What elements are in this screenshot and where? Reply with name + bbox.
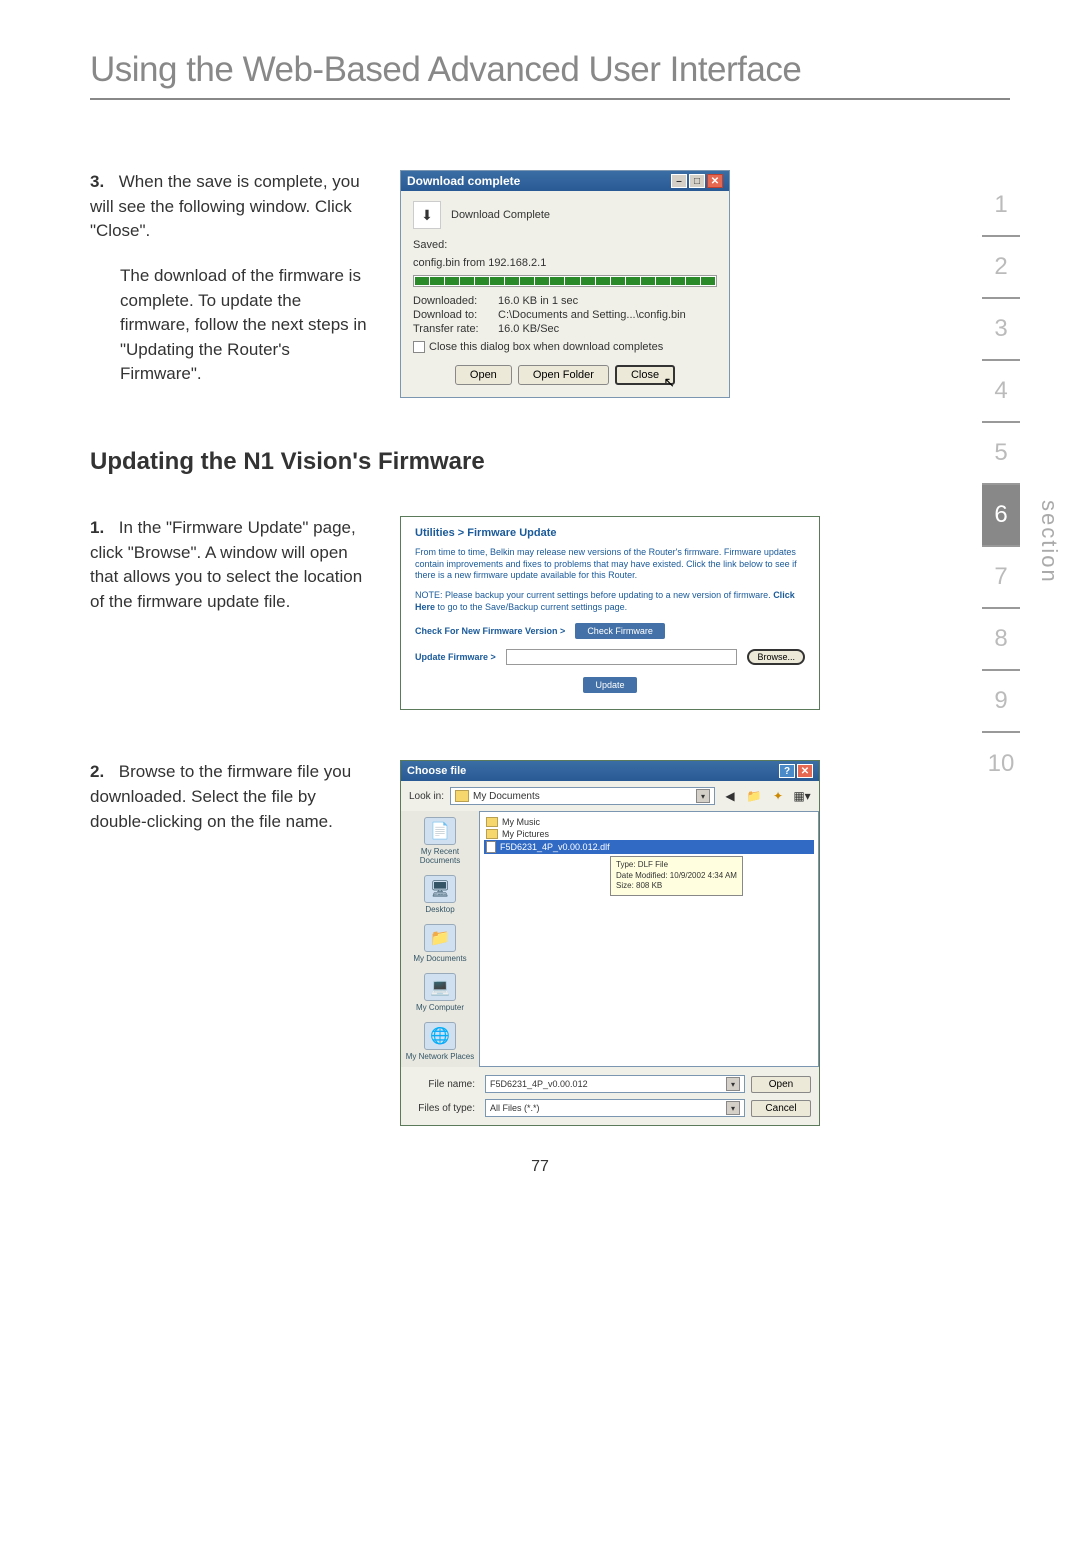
nav-2[interactable]: 2	[982, 237, 1020, 299]
step-2-text: Browse to the firmware file you download…	[90, 762, 351, 830]
step-3-row: 3. When the save is complete, you will s…	[90, 170, 1010, 398]
update-firmware-label: Update Firmware >	[415, 652, 496, 662]
step-3-text-1: When the save is complete, you will see …	[90, 172, 360, 240]
downloadto-label: Download to:	[413, 309, 498, 321]
filetype-select[interactable]: All Files (*.*)▾	[485, 1099, 745, 1117]
sidebar-recent[interactable]: 📄My Recent Documents	[405, 817, 475, 865]
step-1-number: 1.	[90, 516, 114, 541]
lookin-value: My Documents	[473, 791, 540, 802]
view-icon[interactable]: ▦▾	[793, 787, 811, 805]
downloadto-value: C:\Documents and Setting...\config.bin	[498, 309, 686, 321]
close-button[interactable]: ✕	[797, 764, 813, 778]
step-3-text-2: The download of the firmware is complete…	[120, 264, 370, 387]
nav-8[interactable]: 8	[982, 609, 1020, 671]
dialog-title: Download complete	[407, 174, 520, 188]
dropdown-icon[interactable]: ▾	[726, 1101, 740, 1115]
file-tooltip: Type: DLF File Date Modified: 10/9/2002 …	[610, 856, 743, 895]
step-1-row: 1. In the "Firmware Update" page, click …	[90, 516, 1010, 710]
page-title: Using the Web-Based Advanced User Interf…	[90, 50, 1010, 90]
lookin-label: Look in:	[409, 791, 444, 802]
downloaded-label: Downloaded:	[413, 295, 498, 307]
open-button[interactable]: Open	[455, 365, 512, 385]
check-firmware-button[interactable]: Check Firmware	[575, 623, 665, 639]
dialog-titlebar: Download complete – □ ✕	[401, 171, 729, 191]
transferrate-value: 16.0 KB/Sec	[498, 323, 559, 335]
minimize-button[interactable]: –	[671, 174, 687, 188]
nav-1[interactable]: 1	[982, 175, 1020, 237]
update-button[interactable]: Update	[583, 677, 636, 693]
download-complete-dialog: Download complete – □ ✕ ⬇ Download Compl…	[400, 170, 730, 398]
nav-3[interactable]: 3	[982, 299, 1020, 361]
sidebar-network[interactable]: 🌐My Network Places	[406, 1022, 474, 1061]
dropdown-icon[interactable]: ▾	[726, 1077, 740, 1091]
open-button[interactable]: Open	[751, 1076, 811, 1093]
download-heading: Download Complete	[451, 209, 550, 221]
step-3-number: 3.	[90, 170, 114, 195]
nav-7[interactable]: 7	[982, 547, 1020, 609]
help-button[interactable]: ?	[779, 764, 795, 778]
downloaded-value: 16.0 KB in 1 sec	[498, 295, 578, 307]
sidebar-computer[interactable]: 💻My Computer	[416, 973, 464, 1012]
transferrate-label: Transfer rate:	[413, 323, 498, 335]
close-dialog-button[interactable]: Close↖	[615, 365, 675, 385]
section-label: section	[1036, 500, 1062, 584]
subheading: Updating the N1 Vision's Firmware	[90, 448, 1010, 476]
choose-file-dialog: Choose file ? ✕ Look in: My Documents ▾ …	[400, 760, 820, 1126]
dropdown-icon: ▾	[696, 789, 710, 803]
filetype-label: Files of type:	[409, 1103, 479, 1114]
firmware-path-input[interactable]	[506, 649, 738, 665]
firmware-note: NOTE: Please backup your current setting…	[415, 590, 805, 613]
section-nav: 1 2 3 4 5 6 7 8 9 10	[982, 175, 1020, 795]
places-sidebar: 📄My Recent Documents 🖥Desktop 📁My Docume…	[401, 811, 479, 1067]
page-number: 77	[531, 1158, 549, 1176]
cursor-icon: ↖	[663, 374, 675, 391]
list-item[interactable]: My Pictures	[484, 828, 814, 840]
firmware-para1: From time to time, Belkin may release ne…	[415, 547, 805, 582]
filename-label: File name:	[409, 1079, 479, 1090]
nav-9[interactable]: 9	[982, 671, 1020, 733]
up-icon[interactable]: 📁	[745, 787, 763, 805]
step-1-text: In the "Firmware Update" page, click "Br…	[90, 518, 362, 611]
cancel-button[interactable]: Cancel	[751, 1100, 811, 1117]
folder-icon	[455, 790, 469, 802]
lookin-select[interactable]: My Documents ▾	[450, 787, 715, 805]
firmware-update-panel: Utilities > Firmware Update From time to…	[400, 516, 820, 710]
maximize-button[interactable]: □	[689, 174, 705, 188]
new-folder-icon[interactable]: ✦	[769, 787, 787, 805]
step-2-number: 2.	[90, 760, 114, 785]
folder-icon	[486, 817, 498, 827]
folder-icon	[486, 829, 498, 839]
back-icon[interactable]: ◀	[721, 787, 739, 805]
nav-10[interactable]: 10	[982, 733, 1020, 795]
list-item[interactable]: My Music	[484, 816, 814, 828]
saved-file: config.bin from 192.168.2.1	[413, 257, 717, 269]
open-folder-button[interactable]: Open Folder	[518, 365, 609, 385]
choose-file-title: Choose file	[407, 765, 466, 777]
close-button[interactable]: ✕	[707, 174, 723, 188]
firmware-breadcrumb: Utilities > Firmware Update	[415, 527, 805, 539]
title-divider	[90, 98, 1010, 100]
download-icon: ⬇	[413, 201, 441, 229]
step-2-row: 2. Browse to the firmware file you downl…	[90, 760, 1010, 1126]
sidebar-documents[interactable]: 📁My Documents	[413, 924, 466, 963]
close-checkbox[interactable]	[413, 341, 425, 353]
sidebar-desktop[interactable]: 🖥Desktop	[424, 875, 456, 914]
nav-4[interactable]: 4	[982, 361, 1020, 423]
filename-input[interactable]: F5D6231_4P_v0.00.012▾	[485, 1075, 745, 1093]
browse-button[interactable]: Browse...	[747, 649, 805, 665]
saved-label: Saved:	[413, 239, 717, 251]
nav-5[interactable]: 5	[982, 423, 1020, 485]
close-checkbox-label: Close this dialog box when download comp…	[429, 341, 663, 353]
progress-bar	[413, 275, 717, 287]
check-firmware-label: Check For New Firmware Version >	[415, 626, 565, 636]
nav-6-active[interactable]: 6	[982, 485, 1020, 547]
file-icon	[486, 841, 496, 853]
file-list[interactable]: My Music My Pictures F5D6231_4P_v0.00.01…	[479, 811, 819, 1067]
list-item-selected[interactable]: F5D6231_4P_v0.00.012.dlf	[484, 840, 814, 854]
